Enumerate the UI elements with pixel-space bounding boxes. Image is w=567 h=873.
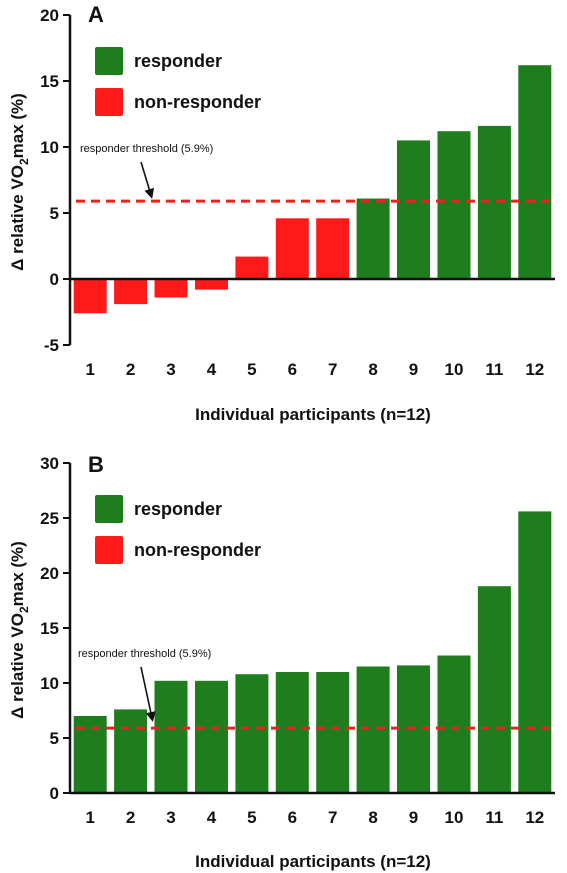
bar-participant-10 xyxy=(437,131,471,279)
bar-participant-12 xyxy=(518,511,552,793)
x-tick-label: 3 xyxy=(166,808,175,827)
legend-label-non-responder: non-responder xyxy=(134,540,261,560)
bar-participant-5 xyxy=(235,674,269,793)
y-tick-label: 10 xyxy=(40,138,59,157)
y-tick-label: 0 xyxy=(50,270,59,289)
bar-participant-1 xyxy=(73,279,107,314)
x-tick-label: 7 xyxy=(328,360,337,379)
threshold-arrow-b xyxy=(140,666,156,722)
bar-participant-6 xyxy=(275,218,309,279)
y-axis-title-a: Δ relative VO2max (%) xyxy=(8,93,31,271)
x-tick-label: 11 xyxy=(485,808,503,827)
bar-participant-11 xyxy=(477,586,511,793)
bar-participant-3 xyxy=(154,279,188,298)
bar-participant-12 xyxy=(518,65,552,279)
legend-swatch-non-responder xyxy=(95,536,123,564)
bar-series-b xyxy=(73,511,552,793)
bar-series-a xyxy=(73,65,552,314)
y-tick-label: 20 xyxy=(40,564,59,583)
legend-label-responder: responder xyxy=(134,51,222,71)
x-tick-label: 5 xyxy=(247,808,256,827)
x-tick-label: 8 xyxy=(368,808,377,827)
bar-participant-7 xyxy=(316,672,350,793)
x-tick-label: 2 xyxy=(126,360,135,379)
bar-participant-4 xyxy=(195,680,228,793)
bar-participant-8 xyxy=(356,666,390,793)
y-tick-label: 15 xyxy=(40,72,59,91)
x-tick-label: 12 xyxy=(525,360,544,379)
x-tick-label: 6 xyxy=(288,808,297,827)
x-tick-label: 9 xyxy=(409,360,418,379)
y-tick-label: 0 xyxy=(50,784,59,803)
x-tick-label: 10 xyxy=(445,808,464,827)
x-axis-title-a: Individual participants (n=12) xyxy=(195,405,431,424)
y-tick-label: 20 xyxy=(40,6,59,25)
panel-label-b: B xyxy=(88,452,104,477)
bar-participant-2 xyxy=(114,279,148,305)
y-tick-label: 25 xyxy=(40,509,59,528)
legend-a: responder non-responder xyxy=(95,47,261,116)
x-tick-label: 6 xyxy=(288,360,297,379)
x-tick-label: 12 xyxy=(525,808,544,827)
bar-participant-4 xyxy=(195,279,228,290)
legend-b: responder non-responder xyxy=(95,495,261,564)
legend-label-non-responder: non-responder xyxy=(134,92,261,112)
x-tick-label: 7 xyxy=(328,808,337,827)
threshold-annotation-b: responder threshold (5.9%) xyxy=(78,648,211,660)
x-tick-label: 9 xyxy=(409,808,418,827)
legend-swatch-responder xyxy=(95,47,123,75)
bar-participant-6 xyxy=(275,672,309,793)
y-tick-label: 15 xyxy=(40,619,59,638)
y-tick-label: 30 xyxy=(40,454,59,473)
bar-participant-10 xyxy=(437,655,471,793)
x-axis-title-b: Individual participants (n=12) xyxy=(195,852,431,871)
legend-swatch-responder xyxy=(95,495,123,523)
x-tick-label: 5 xyxy=(247,360,256,379)
legend-swatch-non-responder xyxy=(95,88,123,116)
x-tick-label: 1 xyxy=(85,808,94,827)
panel-label-a: A xyxy=(88,2,104,27)
x-tick-label: 4 xyxy=(207,360,217,379)
bar-participant-7 xyxy=(316,218,350,279)
bar-participant-9 xyxy=(397,140,430,279)
y-tick-label: 10 xyxy=(40,674,59,693)
threshold-annotation-a: responder threshold (5.9%) xyxy=(80,143,213,155)
bar-participant-3 xyxy=(154,680,188,793)
bar-participant-5 xyxy=(235,256,269,279)
bar-participant-2 xyxy=(114,709,148,793)
y-tick-label: -5 xyxy=(44,336,59,355)
x-tick-label: 1 xyxy=(85,360,94,379)
y-axis-title-b: Δ relative VO2max (%) xyxy=(8,541,31,719)
x-tick-label: 8 xyxy=(368,360,377,379)
threshold-arrow-a xyxy=(140,161,155,199)
x-tick-label: 2 xyxy=(126,808,135,827)
y-tick-label: 5 xyxy=(50,729,59,748)
x-tick-label: 10 xyxy=(445,360,464,379)
legend-label-responder: responder xyxy=(134,499,222,519)
x-tick-label: 4 xyxy=(207,808,217,827)
y-tick-label: 5 xyxy=(50,204,59,223)
x-tick-label: 3 xyxy=(166,360,175,379)
bar-participant-8 xyxy=(356,198,390,279)
x-tick-label: 11 xyxy=(485,360,503,379)
